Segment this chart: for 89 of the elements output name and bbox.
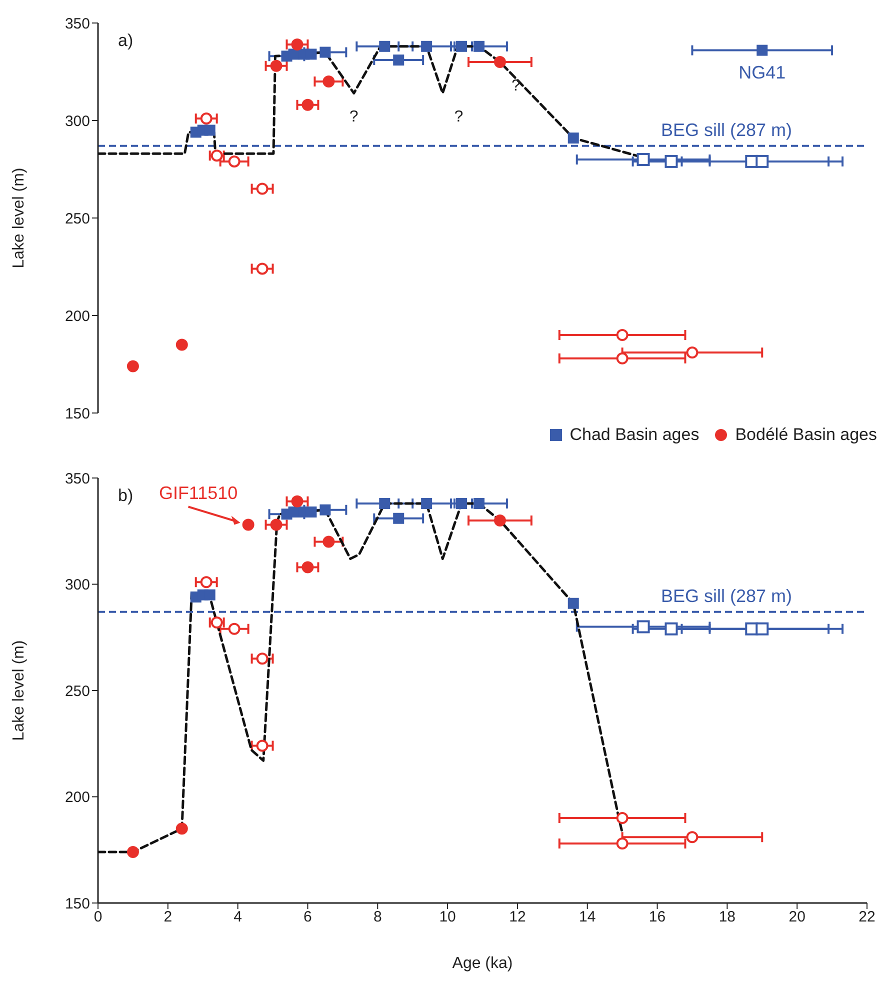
point (176, 822, 188, 835)
x-tick-label: 10 (439, 908, 456, 926)
point (242, 518, 254, 531)
point (270, 60, 282, 72)
point (228, 622, 240, 635)
point (393, 512, 404, 524)
annotation: GIF11510 (158, 482, 238, 503)
y-tick-label: 150 (64, 405, 90, 422)
x-tick-label: 6 (304, 908, 312, 926)
point (256, 262, 268, 275)
annotation: b) (118, 486, 134, 506)
point (664, 154, 678, 168)
point (256, 182, 268, 195)
y-tick-label: 150 (64, 895, 90, 912)
point (126, 360, 139, 372)
point (256, 652, 268, 665)
x-tick-label: 0 (94, 908, 102, 926)
point (126, 846, 139, 858)
point (756, 154, 769, 168)
point (322, 536, 335, 548)
x-tick-label: 16 (648, 908, 666, 926)
point (756, 622, 769, 636)
point (306, 48, 317, 60)
x-tick-label: 4 (234, 908, 242, 926)
annotation: ? (349, 108, 358, 126)
point (474, 498, 485, 509)
y-tick-label: 350 (64, 15, 90, 32)
y-axis-title: Lake level (m) (10, 168, 28, 268)
point (616, 352, 628, 364)
x-tick-label: 14 (579, 908, 596, 926)
point (393, 54, 404, 66)
annotation: ? (454, 108, 464, 126)
y-tick-label: 250 (64, 682, 90, 700)
x-tick-label: 20 (788, 908, 806, 926)
y-tick-label: 350 (64, 470, 90, 488)
ref-line-label: BEG sill (287 m) (660, 586, 792, 606)
point (204, 124, 216, 136)
point (616, 812, 628, 824)
point (494, 56, 506, 68)
x-tick-label: 8 (373, 908, 382, 926)
y-tick-label: 200 (64, 789, 90, 806)
annotation: NG41 (738, 62, 786, 82)
x-tick-label: 12 (509, 908, 526, 926)
point (686, 831, 698, 844)
legend-label: Bodélé Basin ages (735, 425, 877, 445)
legend-label: Chad Basin ages (570, 425, 700, 445)
point (302, 561, 314, 574)
x-tick-label: 18 (718, 908, 736, 926)
point (291, 38, 304, 50)
point (270, 518, 282, 531)
x-tick-label: 22 (858, 908, 876, 926)
annotation: a) (118, 31, 134, 51)
point (421, 40, 432, 52)
point (200, 576, 212, 588)
point (568, 598, 579, 609)
point (636, 620, 650, 634)
point (636, 153, 650, 166)
point (322, 76, 335, 88)
point (302, 98, 314, 111)
point (256, 740, 268, 752)
point (320, 504, 331, 516)
x-tick-label: 2 (164, 908, 172, 926)
point (379, 40, 390, 52)
y-tick-label: 300 (64, 576, 90, 594)
y-tick-label: 200 (64, 308, 90, 325)
point (494, 514, 506, 526)
x-axis-title: Age (ka) (452, 955, 513, 972)
point (291, 495, 304, 508)
point (200, 112, 212, 125)
point (204, 589, 216, 600)
point (176, 338, 188, 351)
point (568, 132, 579, 144)
point (379, 498, 390, 509)
point (616, 838, 628, 850)
point (320, 46, 331, 58)
point (456, 498, 468, 509)
point (228, 155, 240, 168)
point (421, 498, 432, 509)
y-tick-label: 250 (64, 210, 90, 228)
y-tick-label: 300 (64, 112, 90, 130)
y-axis-title: Lake level (m) (10, 640, 28, 741)
ref-line-label: BEG sill (287 m) (660, 120, 792, 140)
point (474, 40, 485, 52)
point (664, 622, 678, 636)
annotation: ? (512, 78, 521, 94)
point (616, 329, 628, 341)
point (456, 40, 468, 52)
point (756, 44, 768, 56)
point (686, 346, 698, 359)
